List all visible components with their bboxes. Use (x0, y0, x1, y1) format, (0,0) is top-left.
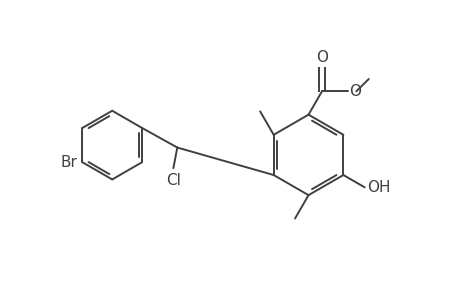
Text: O: O (315, 50, 327, 65)
Text: OH: OH (366, 180, 390, 195)
Text: Br: Br (61, 155, 78, 170)
Text: Cl: Cl (166, 173, 180, 188)
Text: O: O (349, 84, 361, 99)
